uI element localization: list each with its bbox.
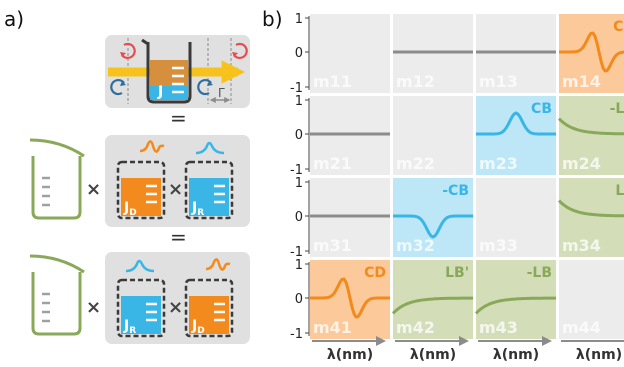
- jd-label: JD: [123, 200, 137, 218]
- x-axis-labels: λ(nm) λ(nm) λ(nm) λ(nm): [312, 336, 624, 363]
- times-sign-1: ×: [86, 179, 101, 200]
- x-axis-label: λ(nm): [576, 347, 622, 363]
- y-tick-label: 0: [295, 210, 303, 225]
- y-tick-label: 1: [295, 12, 303, 27]
- matrix-cell-m14: m14 CD: [559, 14, 624, 93]
- cell-label-m32: m32: [396, 236, 435, 255]
- rotation-navy-right-icon: [197, 78, 213, 96]
- matrix-cell-m42: m42 LB': [391, 260, 473, 339]
- matrix-cell-m31: m31: [310, 178, 390, 257]
- cell-label-m22: m22: [396, 154, 435, 173]
- matrix-cell-m22: m22: [393, 96, 473, 175]
- cell-label-m21: m21: [313, 154, 352, 173]
- cell-label-m14: m14: [562, 72, 601, 91]
- sample-beaker-icon: [29, 138, 85, 220]
- cell-label-m41: m41: [313, 318, 352, 337]
- cell-label-m13: m13: [479, 72, 518, 91]
- cell-tag-m34: LB: [615, 183, 624, 199]
- cell-label-m43: m43: [479, 318, 518, 337]
- cell-label-m12: m12: [396, 72, 435, 91]
- jd-label: JD: [191, 318, 205, 336]
- sample-beaker-icon: [29, 254, 85, 336]
- matrix-cell-m32: m32 -CB: [393, 178, 473, 257]
- curve-m42: [391, 296, 473, 315]
- curve-m41: [310, 277, 390, 319]
- matrix-cell-m34: m34 LB: [557, 178, 624, 257]
- cell-label-m24: m24: [562, 154, 601, 173]
- times-sign-3: ×: [86, 297, 101, 318]
- cell-tag-m32: -CB: [442, 183, 469, 199]
- beaker-icon: [146, 42, 192, 104]
- equals-sign-2: =: [170, 225, 187, 249]
- mueller-matrix-grid: m11 m12 m13 m14 CD m21 m22 m23 CB m24 -LB m31 m32 -CB…: [310, 14, 624, 339]
- matrix-cell-m41: m41 CD: [310, 260, 390, 339]
- y-tick-label: 1: [295, 94, 303, 109]
- cell-label-m33: m33: [479, 236, 518, 255]
- jr-label: JR: [191, 200, 204, 218]
- panel-a-label: a): [4, 7, 24, 31]
- panel-a-row-2: × JD × JR: [29, 135, 250, 227]
- cell-tag-m24: -LB: [610, 101, 624, 117]
- cell-label-m42: m42: [396, 318, 435, 337]
- cell-label-m23: m23: [479, 154, 518, 173]
- cell-label-m31: m31: [313, 236, 352, 255]
- cd-wave-icon: [139, 140, 165, 153]
- curve-m14: [559, 31, 624, 73]
- x-axis-label: λ(nm): [493, 347, 539, 363]
- panel-a-top-box: J Γ: [105, 35, 250, 108]
- cell-tag-m41: CD: [364, 265, 386, 281]
- curve-m43: [474, 296, 556, 315]
- y-tick-label: 0: [295, 128, 303, 143]
- curve-m34: [557, 199, 624, 218]
- top-j-label: J: [157, 84, 163, 100]
- y-axis-ticks: 10-110-110-110-1: [290, 12, 310, 342]
- matrix-cell-m12: m12: [393, 14, 473, 93]
- matrix-cell-m44: m44: [559, 260, 624, 339]
- jr-label: JR: [123, 318, 136, 336]
- gamma-label: Γ: [218, 86, 225, 100]
- y-tick-label: -1: [290, 245, 303, 260]
- matrix-cell-m11: m11: [310, 14, 390, 93]
- matrix-cell-m23: m23 CB: [476, 96, 556, 175]
- x-axis-label: λ(nm): [410, 347, 456, 363]
- cd-wave-icon: [205, 258, 231, 271]
- curve-m24: [557, 117, 624, 136]
- panel-a-row-3: × JR × JD: [29, 252, 250, 344]
- rotation-red-left-icon: [120, 42, 136, 60]
- curve-m32: [393, 214, 473, 239]
- y-tick-label: -1: [290, 163, 303, 178]
- cell-tag-m43: -LB: [527, 265, 552, 281]
- y-tick-label: 0: [295, 292, 303, 307]
- cell-tag-m42: LB': [445, 265, 469, 281]
- panel-b-label: b): [262, 7, 283, 31]
- y-tick-label: -1: [290, 81, 303, 96]
- cell-tag-m23: CB: [531, 101, 552, 117]
- matrix-cell-m43: m43 -LB: [474, 260, 556, 339]
- matrix-cell-m24: m24 -LB: [557, 96, 624, 175]
- matrix-cell-m21: m21: [310, 96, 390, 175]
- cell-label-m11: m11: [313, 72, 352, 91]
- y-tick-label: 0: [295, 46, 303, 61]
- cell-label-m34: m34: [562, 236, 601, 255]
- x-axis-label: λ(nm): [327, 347, 373, 363]
- matrix-cell-m13: m13: [476, 14, 556, 93]
- rotation-red-right-icon: [232, 42, 248, 60]
- curve-m23: [476, 111, 556, 136]
- rotation-navy-left-icon: [110, 78, 126, 96]
- times-sign-4: ×: [168, 297, 183, 318]
- cell-tag-m14: CD: [613, 19, 624, 35]
- cb-wave-icon: [125, 259, 155, 273]
- y-tick-label: -1: [290, 327, 303, 342]
- cb-wave-icon: [195, 141, 225, 155]
- equals-sign-1: =: [170, 106, 187, 130]
- y-tick-label: 1: [295, 176, 303, 191]
- times-sign-2: ×: [168, 179, 183, 200]
- cell-label-m44: m44: [562, 318, 601, 337]
- y-tick-label: 1: [295, 258, 303, 273]
- matrix-cell-m33: m33: [476, 178, 556, 257]
